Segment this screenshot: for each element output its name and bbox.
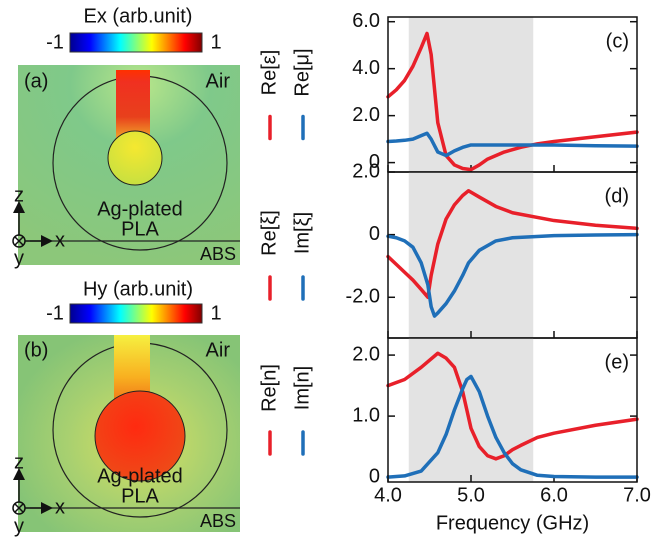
core (107, 130, 163, 186)
axis-label: x (55, 229, 65, 251)
axis-icon (14, 236, 24, 246)
legend-label: Re[n] (258, 364, 280, 412)
y-tick-label: 2.0 (352, 343, 380, 365)
y-tick-label: 0 (369, 223, 380, 245)
colorbar-min: -1 (46, 302, 64, 324)
core (94, 390, 186, 482)
shaded-band (408, 338, 534, 482)
y-tick-label: 2.0 (352, 104, 380, 126)
shaded-band (408, 172, 534, 338)
legend-label: Re[ξ] (258, 210, 280, 256)
y-tick-label: 6.0 (352, 10, 380, 32)
series-line (386, 351, 639, 461)
series-line (386, 232, 639, 318)
colorbar (69, 303, 203, 324)
panel-label: (a) (24, 70, 48, 92)
legend-label: Im[n] (291, 366, 313, 410)
air-label: Air (206, 70, 231, 92)
substrate-label: ABS (200, 511, 236, 531)
field-map-a: Ex (arb.unit) -1 1 (a) Air Ag-plated PLA… (12, 5, 240, 269)
plot-frame (387, 337, 638, 483)
axis-icon (14, 503, 24, 513)
y-tick-label: 4.0 (352, 57, 380, 79)
panel-label: (c) (606, 30, 629, 52)
air-label: Air (206, 339, 231, 361)
y-tick-label: -2.0 (346, 286, 380, 308)
panel-label: (b) (24, 339, 48, 361)
legend-label: Im[ξ] (291, 212, 313, 254)
axis-label: z (14, 184, 24, 206)
colorbar-max: 1 (210, 302, 221, 324)
x-tick-label: 5.0 (457, 484, 485, 506)
colorbar-label: Hy (arb.unit) (83, 278, 193, 300)
axis-label: y (14, 247, 24, 269)
core-label: Ag-plated (97, 198, 183, 220)
core-label: Ag-plated (97, 465, 183, 487)
series-line (386, 131, 639, 158)
legend-label: Re[ε] (258, 50, 280, 96)
colorbar-max: 1 (210, 31, 221, 53)
substrate-label: ABS (200, 244, 236, 264)
panel-label: (e) (605, 351, 629, 373)
x-axis-label: Frequency (GHz) (436, 512, 589, 534)
charts: 02.04.06.0Re[ε] Re[μ](c)-2.002.0Re[ξ] Im[ξ… (258, 10, 651, 534)
axis-label: y (14, 515, 24, 537)
series-line (386, 374, 639, 479)
colorbar-min: -1 (46, 31, 64, 53)
y-tick-label: 1.0 (352, 404, 380, 426)
field-map-b: Hy (arb.unit) -1 1 (b) Air Ag-plated PLA… (12, 278, 240, 537)
y-tick-label: 2.0 (352, 160, 380, 182)
x-tick-label: 4.0 (374, 484, 402, 506)
y-tick-label: 0 (369, 151, 380, 173)
x-tick-label: 7.0 (623, 484, 651, 506)
colorbar (69, 32, 203, 53)
core-label: PLA (121, 218, 159, 240)
x-tick-label: 6.0 (540, 484, 568, 506)
series-line (386, 189, 639, 300)
legend-label: Re[μ] (291, 48, 313, 96)
core-label: PLA (121, 485, 159, 507)
colorbar-label: Ex (arb.unit) (84, 5, 193, 27)
axis-label: x (55, 496, 65, 518)
y-tick-label: 0 (369, 465, 380, 487)
axis-label: z (14, 451, 24, 473)
panel-label: (d) (605, 185, 629, 207)
